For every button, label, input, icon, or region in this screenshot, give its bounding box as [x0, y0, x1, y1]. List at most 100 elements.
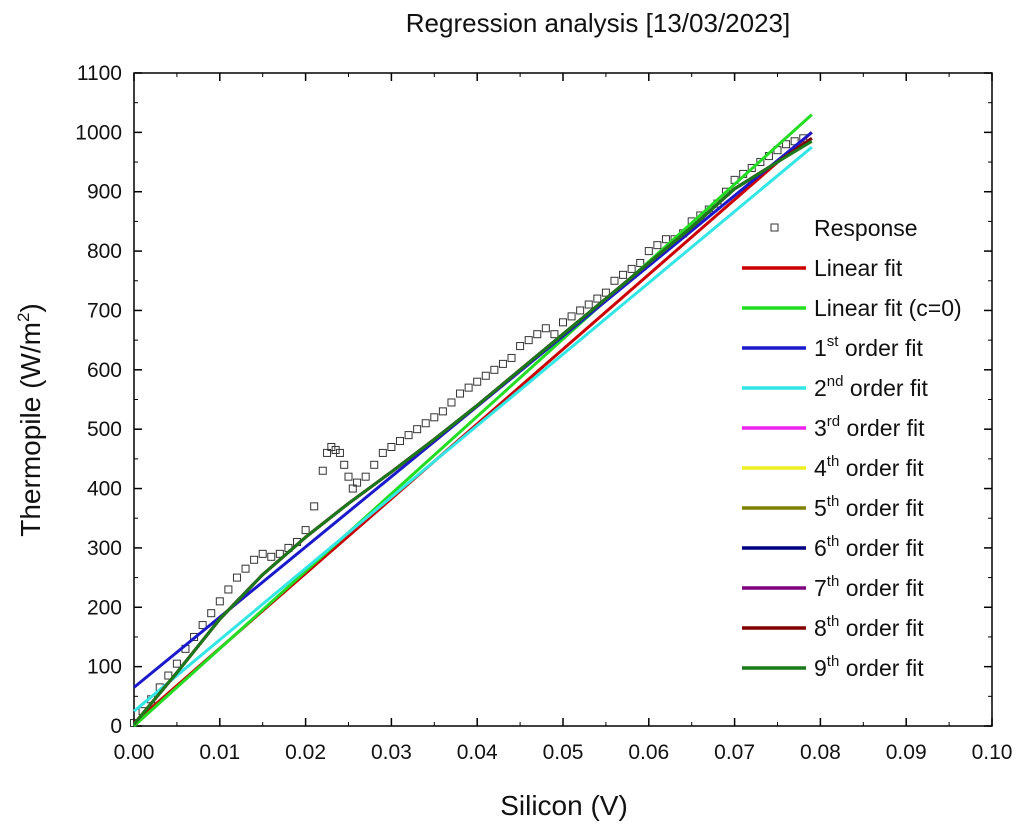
- x-tick-label: 0.10: [972, 741, 1013, 764]
- response-point: [232, 573, 241, 582]
- legend-label: 4th order fit: [814, 453, 924, 481]
- response-point: [370, 460, 379, 469]
- x-tick-label: 0.00: [114, 741, 155, 764]
- response-point: [207, 609, 216, 618]
- x-tick-label: 0.07: [714, 741, 755, 764]
- x-tick-label: 0.04: [457, 741, 498, 764]
- response-point: [447, 398, 456, 407]
- legend-label: 1st order fit: [814, 333, 923, 361]
- x-tick-label: 0.01: [199, 741, 240, 764]
- response-point: [567, 312, 576, 321]
- fit-line: [132, 140, 813, 726]
- response-point: [782, 140, 791, 149]
- y-tick-label: 600: [87, 359, 122, 382]
- response-point: [653, 241, 662, 250]
- response-point: [318, 466, 327, 475]
- x-tick-label: 0.05: [543, 741, 584, 764]
- fit-lines: [132, 113, 813, 728]
- y-tick-label: 1000: [75, 121, 122, 144]
- response-point: [387, 442, 396, 451]
- response-point: [344, 472, 353, 481]
- response-point: [456, 389, 465, 398]
- response-point: [473, 377, 482, 386]
- response-point: [636, 258, 645, 267]
- y-tick-label: 100: [87, 656, 122, 679]
- response-point: [378, 448, 387, 457]
- response-point: [661, 235, 670, 244]
- response-point: [481, 371, 490, 380]
- y-tick-label: 900: [87, 181, 122, 204]
- legend-label: Response: [814, 215, 918, 241]
- response-point: [438, 407, 447, 416]
- y-tick-label: 700: [87, 299, 122, 322]
- response-point: [404, 431, 413, 440]
- response-point: [331, 445, 340, 454]
- response-point: [267, 552, 276, 561]
- response-point: [224, 585, 233, 594]
- response-point: [250, 555, 259, 564]
- response-point: [524, 336, 533, 345]
- x-axis-label: Silicon (V): [500, 790, 628, 821]
- legend-label: 3rd order fit: [814, 413, 925, 441]
- response-point: [627, 264, 636, 273]
- response-point: [619, 270, 628, 279]
- response-point: [464, 383, 473, 392]
- response-point: [576, 306, 585, 315]
- response-point: [241, 564, 250, 573]
- legend-label: 2nd order fit: [814, 373, 928, 401]
- legend-label: 7th order fit: [814, 573, 924, 601]
- fit-line: [133, 146, 813, 713]
- y-tick-label: 500: [87, 418, 122, 441]
- response-point: [498, 359, 507, 368]
- legend-label: 9th order fit: [814, 653, 924, 681]
- response-point: [541, 324, 550, 333]
- response-point: [172, 659, 181, 668]
- response-point: [310, 502, 319, 511]
- y-tick-label: 1100: [77, 62, 122, 85]
- response-point: [327, 442, 336, 451]
- response-point: [198, 621, 207, 630]
- response-point: [275, 549, 284, 558]
- response-point: [644, 247, 653, 256]
- x-tick-label: 0.09: [886, 741, 927, 764]
- y-tick-label: 400: [87, 478, 122, 501]
- response-point: [610, 276, 619, 285]
- legend: Response Linear fit Linear fit (c=0) 1st or…: [742, 215, 962, 681]
- x-tick-label: 0.02: [285, 741, 326, 764]
- legend-label: 6th order fit: [814, 533, 924, 561]
- response-points: [130, 134, 808, 728]
- legend-label: Linear fit (c=0): [814, 295, 962, 321]
- legend-label: 5th order fit: [814, 493, 924, 521]
- response-point: [258, 549, 267, 558]
- response-point: [335, 448, 344, 457]
- response-point: [215, 597, 224, 606]
- x-tick-label: 0.06: [628, 741, 669, 764]
- response-point: [361, 472, 370, 481]
- response-point: [584, 300, 593, 309]
- response-point: [756, 158, 765, 167]
- fit-line: [132, 113, 813, 728]
- response-point: [550, 330, 559, 339]
- response-point: [507, 353, 516, 362]
- chart-title: Regression analysis [13/03/2023]: [406, 8, 790, 38]
- response-point: [430, 413, 439, 422]
- response-point: [601, 288, 610, 297]
- y-tick-label: 800: [87, 240, 122, 263]
- y-tick-label: 200: [87, 596, 122, 619]
- response-point: [348, 484, 357, 493]
- response-point: [490, 365, 499, 374]
- response-point: [533, 330, 542, 339]
- response-point: [164, 671, 173, 680]
- response-point: [413, 425, 422, 434]
- response-point: [593, 294, 602, 303]
- response-point: [353, 478, 362, 487]
- y-tick-label: 0: [110, 715, 122, 738]
- legend-marker-response: [770, 223, 779, 232]
- x-tick-label: 0.08: [800, 741, 841, 764]
- y-tick-label: 300: [87, 537, 122, 560]
- response-point: [516, 342, 525, 351]
- response-point: [301, 526, 310, 535]
- response-point: [323, 448, 332, 457]
- y-axis-label: Thermopile (W/m2): [14, 303, 46, 537]
